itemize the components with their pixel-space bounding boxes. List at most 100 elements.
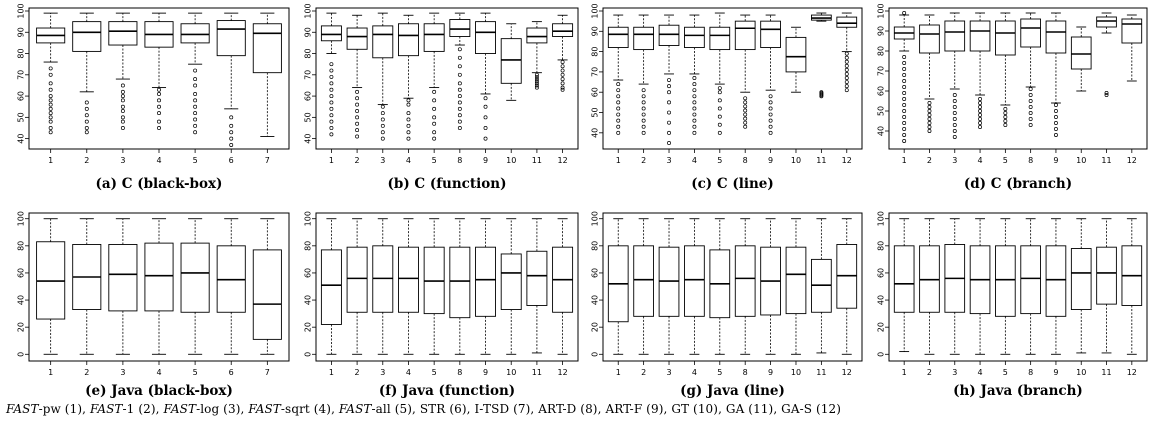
boxplot-box [144, 12, 174, 130]
outlier-point [406, 98, 411, 103]
legend-entry: FAST-1 (2) [90, 402, 156, 416]
x-tick-label: 2 [641, 156, 646, 165]
boxplot-box [526, 21, 548, 90]
outlier-point [406, 123, 411, 128]
outlier-point [48, 66, 53, 71]
outlier-point [355, 115, 360, 120]
x-tick-label: 2 [84, 156, 89, 165]
outlier-point [978, 121, 983, 125]
boxplot-box [398, 14, 419, 141]
outlier-point [1053, 121, 1058, 125]
x-tick-label: 8 [1028, 156, 1033, 165]
y-tick-label: 100 [304, 3, 313, 18]
outlier-point [1053, 115, 1058, 119]
outlier-point [667, 141, 671, 145]
outlier-point [667, 130, 671, 135]
outlier-point [641, 118, 646, 123]
boxplot-box [252, 218, 282, 355]
outlier-point [902, 115, 907, 119]
boxplot-box [216, 218, 246, 355]
panel-title: (a) C (black-box) [96, 176, 223, 192]
outlier-point [457, 64, 462, 69]
outlier-point [157, 104, 161, 109]
outlier-point [978, 105, 983, 109]
outlier-point [120, 104, 125, 109]
x-tick-label: 3 [666, 156, 671, 165]
outlier-point [692, 100, 697, 105]
iqr-box [684, 26, 705, 48]
outlier-point [927, 101, 932, 105]
iqr-box [423, 23, 445, 52]
outlier-point [432, 121, 437, 126]
outlier-point [48, 111, 53, 116]
outlier-point [667, 90, 671, 95]
x-tick-label: 4 [156, 156, 161, 165]
outlier-point [457, 87, 462, 92]
outlier-point [1104, 91, 1109, 95]
outlier-point [329, 113, 334, 118]
outlier-point [952, 117, 957, 121]
outlier-point [483, 115, 488, 120]
x-tick-label: 5 [193, 156, 198, 165]
outlier-point [616, 118, 621, 123]
outlier-point [432, 98, 437, 103]
outlier-point [768, 130, 773, 135]
y-tick-label: 100 [591, 211, 600, 226]
outlier-point [902, 91, 907, 95]
outlier-point [193, 111, 198, 116]
legend-entry: FAST-log (3) [163, 402, 240, 416]
chart-panel-1: 40 50 60 70 80 90 100 1 2 3 4 5 6 7 (a) C (black-box) [17, 3, 290, 192]
outlier-point [560, 77, 565, 82]
outlier-point [329, 68, 334, 73]
outlier-point [616, 88, 621, 93]
legend-entry-text: STR (6) [419, 402, 467, 416]
boxplot-box [760, 14, 781, 135]
boxplot-box [72, 218, 102, 355]
iqr-box [893, 245, 915, 313]
x-tick-label: 1 [902, 368, 907, 377]
iqr-box [320, 25, 342, 42]
outlier-point [743, 100, 748, 105]
outlier-point [193, 123, 198, 128]
outlier-point [952, 111, 957, 115]
x-tick-label: 2 [355, 368, 360, 377]
outlier-point [768, 94, 773, 99]
outlier-point [844, 55, 849, 60]
boxplot-box [785, 218, 807, 355]
outlier-point [229, 123, 234, 128]
outlier-point [120, 109, 125, 113]
y-tick-label: 80 [877, 46, 886, 56]
y-tick-label: 80 [304, 48, 313, 58]
y-tick-label: 60 [304, 91, 313, 101]
outlier-point [534, 81, 539, 86]
outlier-point [717, 98, 722, 103]
legend-entry-italic: FAST [338, 402, 372, 416]
outlier-point [844, 76, 849, 80]
y-tick-label: 60 [877, 86, 886, 96]
outlier-point [432, 89, 437, 94]
outlier-point [1003, 115, 1008, 119]
outlier-point [84, 113, 89, 118]
x-tick-label: 4 [978, 368, 983, 377]
y-tick-label: 50 [17, 112, 26, 122]
outlier-point [193, 130, 198, 135]
outlier-point [457, 94, 462, 99]
boxplot-box [346, 14, 368, 139]
legend-entry-text: -pw (1) [38, 402, 83, 416]
outlier-point [902, 109, 907, 113]
y-tick-label: 20 [304, 322, 313, 332]
x-tick-label: 9 [1053, 368, 1058, 377]
figure-legend: FAST-pw (1), FAST-1 (2), FAST-log (3), F… [6, 402, 842, 416]
outlier-point [193, 104, 198, 109]
y-tick-label: 40 [304, 134, 313, 144]
y-tick-label: 80 [17, 241, 26, 251]
outlier-point [902, 103, 907, 107]
boxplot-box [785, 26, 807, 93]
y-tick-label: 20 [877, 322, 886, 332]
outlier-point [768, 124, 773, 129]
outlier-point [743, 108, 748, 113]
outlier-point [717, 130, 722, 135]
outlier-point [902, 97, 907, 101]
outlier-point [927, 105, 932, 109]
boxplot-box [144, 218, 174, 355]
